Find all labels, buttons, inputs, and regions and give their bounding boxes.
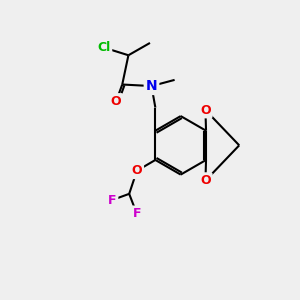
Text: O: O: [111, 95, 122, 108]
Text: N: N: [146, 79, 157, 93]
Text: O: O: [200, 103, 211, 116]
Text: F: F: [108, 194, 116, 206]
Text: Cl: Cl: [97, 41, 110, 54]
Text: O: O: [132, 164, 142, 177]
Text: F: F: [133, 207, 141, 220]
Text: O: O: [200, 174, 211, 187]
